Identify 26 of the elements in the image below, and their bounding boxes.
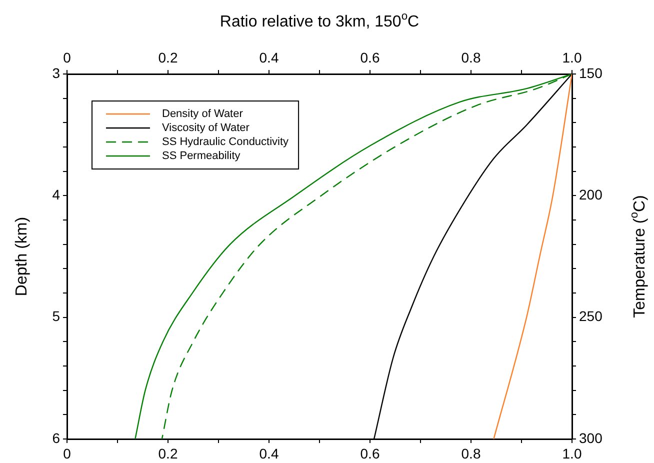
y-tick-label: 4 <box>52 186 60 203</box>
y2-tick-label: 250 <box>579 308 603 324</box>
y2-axis-title: Temperature (oC) <box>628 195 648 318</box>
y2-tick-label: 300 <box>579 430 603 446</box>
x-tick-label: 0.4 <box>259 445 279 462</box>
y-tick-label: 6 <box>52 430 60 446</box>
x2-tick-label: 0.4 <box>259 49 279 66</box>
legend-label: SS Hydraulic Conductivity <box>162 136 290 148</box>
x2-tick-label: 0.6 <box>360 49 380 66</box>
x-tick-label: 0.2 <box>158 445 178 462</box>
y-tick-label: 3 <box>52 64 60 81</box>
y-axis-title: Depth (km) <box>13 216 30 296</box>
x-tick-label: 0 <box>63 445 72 462</box>
legend-label: Viscosity of Water <box>162 122 250 134</box>
x-tick-label: 0.8 <box>461 445 481 462</box>
legend-label: Density of Water <box>162 108 244 120</box>
x2-tick-label: 1.0 <box>562 49 582 66</box>
legend-label: SS Permeability <box>162 150 241 162</box>
x2-tick-label: 0 <box>63 49 72 66</box>
x-tick-label: 1.0 <box>562 445 582 462</box>
y-tick-label: 5 <box>52 308 60 324</box>
x2-tick-label: 0.8 <box>461 49 481 66</box>
x-tick-label: 0.6 <box>360 445 380 462</box>
x2-tick-label: 0.2 <box>158 49 178 66</box>
y2-tick-label: 200 <box>579 186 603 203</box>
y2-tick-label: 150 <box>579 64 603 81</box>
